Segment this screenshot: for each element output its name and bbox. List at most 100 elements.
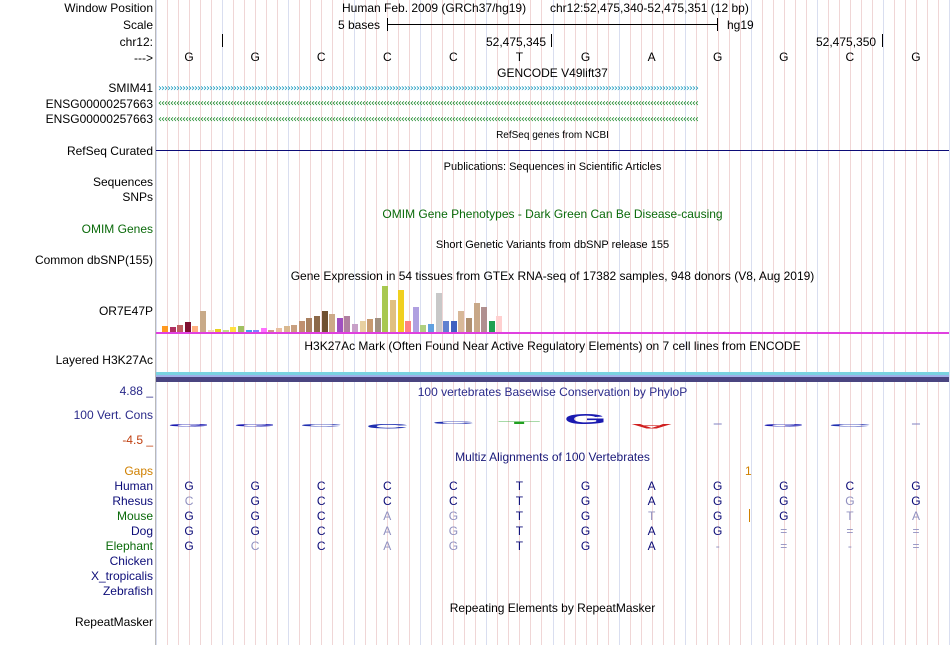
species-label-dog[interactable]: Dog (130, 524, 153, 538)
gtex-tissue-bar[interactable] (291, 325, 298, 332)
species-label-mouse[interactable]: Mouse (116, 509, 153, 523)
gtex-tissue-bar[interactable] (473, 303, 480, 332)
alignment-base: G (779, 494, 789, 508)
gtex-tissue-bar[interactable] (230, 327, 237, 332)
omim-title[interactable]: OMIM Gene Phenotypes - Dark Green Can Be… (382, 207, 723, 221)
gtex-tissue-bar[interactable] (359, 320, 366, 332)
gtex-tissue-bar[interactable] (200, 311, 206, 332)
dbsnp-title[interactable]: Short Genetic Variants from dbSNP releas… (435, 239, 670, 251)
gene-label-ensg-1[interactable]: ENSG00000257663 (45, 97, 153, 111)
gtex-tissue-bar[interactable] (268, 330, 275, 332)
gtex-tissue-bar[interactable] (443, 320, 450, 332)
species-label-chicken[interactable]: Chicken (109, 554, 153, 568)
species-label-zebrafish[interactable]: Zebrafish (102, 584, 153, 598)
gtex-tissue-bar[interactable] (314, 315, 320, 332)
grid-line (585, 0, 587, 645)
grid-line (662, 0, 664, 645)
gene-track-smim41[interactable]: ››››››››››››››››››››››››››››››››››››››››… (158, 84, 699, 93)
gtex-tissue-bar[interactable] (238, 326, 244, 332)
species-label-elephant[interactable]: Elephant (105, 539, 153, 553)
gtex-tissue-bar[interactable] (352, 323, 358, 332)
gtex-tissue-bar[interactable] (458, 311, 465, 332)
repeatmasker-label[interactable]: RepeatMasker (74, 615, 153, 629)
gene-label-smim41[interactable]: SMIM41 (108, 81, 153, 95)
coord-tick-1 (551, 34, 552, 47)
gtex-tissue-bar[interactable] (222, 329, 229, 332)
grid-line (904, 0, 906, 645)
gtex-tissue-bar[interactable] (306, 318, 313, 332)
conservation-glyph: C (432, 420, 477, 425)
dbsnp-label[interactable]: Common dbSNP(155) (34, 253, 153, 267)
gtex-tissue-bar[interactable] (260, 328, 267, 332)
refseq-label[interactable]: RefSeq Curated (66, 144, 153, 158)
alignment-base: A (911, 509, 920, 523)
gtex-tissue-bar[interactable] (390, 299, 396, 332)
position-text[interactable]: chr12:52,475,340-52,475,351 (12 bp) (550, 1, 749, 15)
gtex-tissue-bar[interactable] (276, 328, 282, 332)
gtex-tissue-bar[interactable] (245, 329, 252, 332)
gtex-tissue-bar[interactable] (298, 320, 305, 332)
gtex-tissue-bar[interactable] (169, 327, 176, 332)
gtex-tissue-bar[interactable] (321, 311, 328, 332)
gtex-bar-chart[interactable] (156, 284, 949, 332)
conservation-title[interactable]: 100 vertebrates Basewise Conservation by… (417, 385, 688, 399)
gtex-tissue-bar[interactable] (428, 323, 434, 332)
gtex-tissue-bar[interactable] (435, 292, 442, 332)
gtex-tissue-bar[interactable] (184, 321, 191, 332)
conservation-label[interactable]: 100 Vert. Cons (73, 408, 153, 422)
gtex-tissue-bar[interactable] (481, 306, 488, 332)
gene-track-ensg-1[interactable]: ‹‹‹‹‹‹‹‹‹‹‹‹‹‹‹‹‹‹‹‹‹‹‹‹‹‹‹‹‹‹‹‹‹‹‹‹‹‹‹‹… (158, 99, 699, 108)
gtex-tissue-bar[interactable] (397, 289, 404, 332)
repeatmasker-title[interactable]: Repeating Elements by RepeatMasker (449, 601, 656, 615)
species-label-x_tropicalis[interactable]: X_tropicalis (90, 569, 153, 583)
gaps-label[interactable]: Gaps (124, 464, 153, 478)
alignment-base: C (316, 494, 326, 508)
gtex-tissue-bar[interactable] (177, 325, 184, 332)
snps-label[interactable]: SNPs (122, 190, 153, 204)
sequences-label[interactable]: Sequences (92, 175, 153, 189)
gtex-tissue-bar[interactable] (382, 286, 389, 332)
reference-base: C (845, 50, 855, 64)
refseq-title[interactable]: RefSeq genes from NCBI (496, 130, 609, 141)
conservation-glyph: A (630, 422, 680, 428)
gtex-tissue-bar[interactable] (412, 306, 419, 332)
gtex-tissue-bar[interactable] (374, 318, 381, 332)
gtex-tissue-bar[interactable] (207, 329, 214, 332)
gene-label-ensg-2[interactable]: ENSG00000257663 (45, 112, 153, 126)
gtex-tissue-bar[interactable] (450, 320, 457, 332)
gtex-tissue-bar[interactable] (405, 320, 412, 332)
gtex-gene-label[interactable]: OR7E47P (98, 304, 153, 318)
gtex-tissue-bar[interactable] (466, 318, 472, 332)
gtex-tissue-bar[interactable] (344, 315, 351, 332)
gtex-tissue-bar[interactable] (192, 326, 199, 332)
gtex-gene-model[interactable] (156, 332, 949, 334)
gtex-tissue-bar[interactable] (420, 325, 427, 332)
assembly-text[interactable]: Human Feb. 2009 (GRCh37/hg19) (342, 1, 527, 15)
gtex-tissue-bar[interactable] (488, 320, 495, 332)
gtex-tissue-bar[interactable] (496, 315, 503, 332)
alignment-base: A (647, 479, 656, 493)
gap-marker[interactable]: 1 (745, 464, 752, 478)
gtex-tissue-bar[interactable] (367, 319, 374, 332)
publications-title[interactable]: Publications: Sequences in Scientific Ar… (443, 161, 662, 173)
gtex-tissue-bar[interactable] (215, 328, 222, 332)
gencode-title[interactable]: GENCODE V49lift37 (497, 66, 608, 80)
refseq-line[interactable] (156, 150, 949, 151)
h3k27ac-title[interactable]: H3K27Ac Mark (Often Found Near Active Re… (304, 339, 801, 353)
gtex-tissue-bar[interactable] (283, 326, 290, 332)
omim-label[interactable]: OMIM Genes (81, 222, 153, 236)
multiz-title[interactable]: Multiz Alignments of 100 Vertebrates (455, 450, 650, 464)
grid-line (563, 0, 565, 645)
grid-line (684, 0, 686, 645)
h3k27ac-label[interactable]: Layered H3K27Ac (55, 353, 153, 367)
gtex-title[interactable]: Gene Expression in 54 tissues from GTEx … (290, 269, 815, 283)
gtex-tissue-bar[interactable] (329, 313, 336, 332)
species-label-human[interactable]: Human (114, 479, 153, 493)
gene-track-ensg-2[interactable]: ‹‹‹‹‹‹‹‹‹‹‹‹‹‹‹‹‹‹‹‹‹‹‹‹‹‹‹‹‹‹‹‹‹‹‹‹‹‹‹‹… (158, 115, 699, 124)
grid-line (739, 0, 741, 645)
gtex-tissue-bar[interactable] (162, 326, 168, 332)
gtex-tissue-bar[interactable] (253, 329, 260, 332)
species-label-rhesus[interactable]: Rhesus (112, 494, 153, 508)
gtex-tissue-bar[interactable] (336, 318, 343, 332)
